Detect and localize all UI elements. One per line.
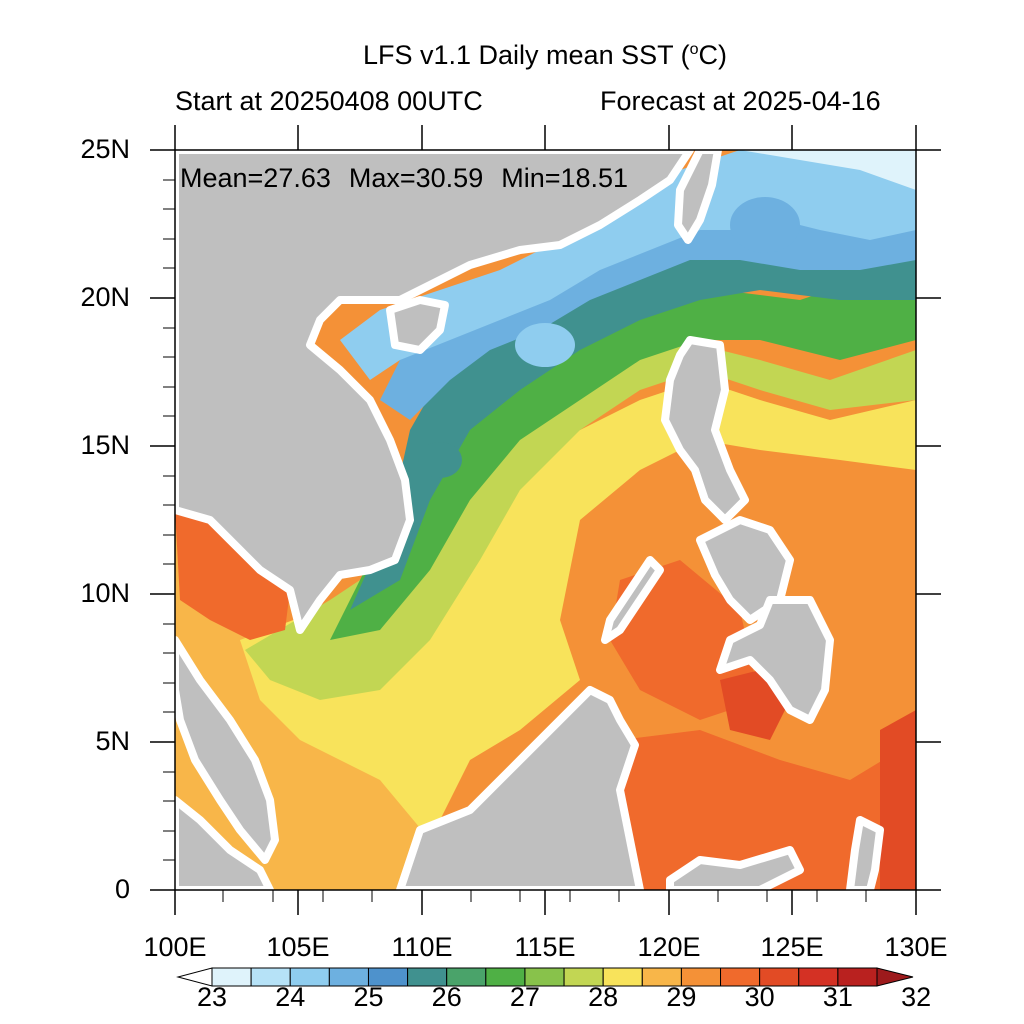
colorbar-label: 25 xyxy=(353,982,384,1012)
colorbar-label: 29 xyxy=(666,982,697,1012)
lon-label-130e: 130E xyxy=(884,932,948,962)
land-halmahera xyxy=(846,816,884,890)
lon-label-115e: 115E xyxy=(514,932,576,962)
lat-label-25n: 25N xyxy=(80,134,130,164)
colorbar-label: 27 xyxy=(509,982,540,1012)
colorbar-label: 23 xyxy=(196,982,228,1012)
eddy-north xyxy=(730,197,800,253)
lon-label-120e: 120E xyxy=(637,932,701,962)
minor-ticks xyxy=(163,179,867,902)
eddy-luzon-strait xyxy=(515,323,575,367)
sst-27-28-band xyxy=(245,340,916,700)
land-indochina-china xyxy=(175,150,694,634)
lat-label-15n: 15N xyxy=(80,430,130,460)
land-sumatra xyxy=(175,796,274,890)
land-malay-peninsula xyxy=(175,636,279,864)
land-taiwan xyxy=(674,150,722,244)
lat-label-10n: 10N xyxy=(80,578,130,608)
map-title: LFS v1.1 Daily mean SST (oC) xyxy=(362,40,728,70)
colorbar xyxy=(176,967,914,987)
lon-label-100e: 100E xyxy=(143,932,207,962)
sst-30-patch-south xyxy=(620,730,916,890)
sst-30-patch-gulf-thailand xyxy=(175,510,290,640)
sst-cold-north xyxy=(740,150,916,190)
sst-field xyxy=(175,150,916,890)
stat-min: Min=18.51 xyxy=(501,163,629,193)
land-sulawesi xyxy=(666,846,804,890)
stat-mean: Mean=27.63 xyxy=(180,163,331,193)
forecast-time-label: Forecast at 2025-04-16 xyxy=(600,86,881,116)
lat-label-0: 0 xyxy=(114,874,130,904)
land-masses xyxy=(175,150,884,890)
land-palawan xyxy=(601,556,664,644)
land-luzon xyxy=(661,336,749,524)
land-borneo xyxy=(396,686,644,890)
start-time-label: Start at 20250408 00UTC xyxy=(175,86,483,116)
colorbar-label: 26 xyxy=(431,982,462,1012)
stats-line: Mean=27.63 Max=30.59 Min=18.51 xyxy=(180,163,646,194)
colorbar-label: 24 xyxy=(275,982,306,1012)
land-mindanao xyxy=(716,596,834,724)
sst-28-29-band xyxy=(240,380,916,840)
lon-label-105e: 105E xyxy=(266,932,330,962)
eddy-vietnam xyxy=(418,442,462,478)
sst-31-patch-east xyxy=(880,710,916,890)
lat-label-5n: 5N xyxy=(95,726,130,756)
colorbar-label: 32 xyxy=(901,982,932,1012)
stat-max: Max=30.59 xyxy=(348,163,484,193)
colorbar-label: 28 xyxy=(588,982,619,1012)
axis-ticks xyxy=(150,125,941,915)
land-hainan xyxy=(386,296,449,354)
colorbar-label: 30 xyxy=(744,982,775,1012)
lon-label-110e: 110E xyxy=(391,932,453,962)
lon-label-125e: 125E xyxy=(760,932,824,962)
colorbar-label: 31 xyxy=(822,982,853,1012)
colorbar-max-arrow xyxy=(876,967,914,987)
lat-label-20n: 20N xyxy=(80,282,130,312)
